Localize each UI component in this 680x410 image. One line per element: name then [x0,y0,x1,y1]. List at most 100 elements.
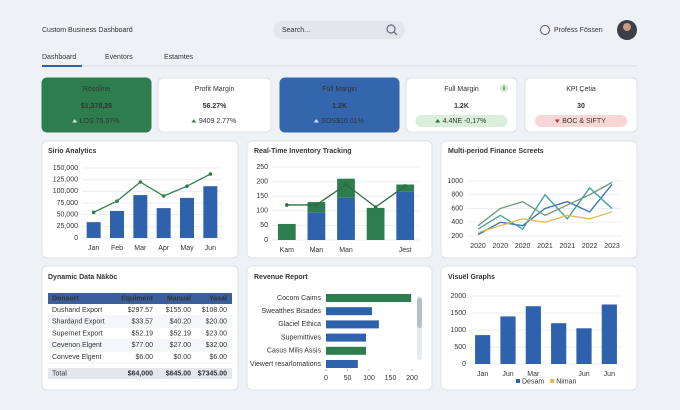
x-tick-label: 150 [385,375,397,382]
y-tick-label: 50 [260,222,268,229]
table-total: $64,000 [128,370,153,377]
line-marker [314,203,319,207]
x-tick-label: 2020 [470,243,486,250]
y-tick-label: Sweatthes Bisades [261,308,321,315]
line-marker [185,184,189,188]
legend-label: Niman [556,378,576,385]
table-header [48,293,232,304]
column-header: Manual [167,295,191,302]
user-icon[interactable] [540,25,550,35]
y-tick-label: 600 [451,205,463,212]
x-tick-label: Jest [399,247,412,254]
x-tick-label: Jun [502,371,513,378]
y-tick-label: 75,000 [57,200,79,207]
table-cell: $40.20 [170,319,192,326]
kpi-pill [415,115,508,127]
x-tick-label: Mar [134,245,147,252]
kpi-delta: 9409 2.77% [199,118,236,125]
table-cell: Shardand Export [52,319,105,326]
search-icon[interactable] [386,24,396,34]
bar [396,191,415,240]
kpi-value: 56.27% [203,103,228,110]
panel-title: Real-Time Inventory Tracking [254,148,352,155]
table-total: Total [52,370,67,377]
panel-title: Multi-period Finance Screets [448,148,544,155]
table-cell: $23.00 [206,330,228,337]
y-tick-label: 50,000 [57,212,79,219]
x-tick-label: 2023 [604,243,620,250]
table-cell: $6.00 [135,354,153,361]
trend-arrow [554,119,560,123]
page-title: Custom Business Dashboard [42,27,133,34]
table-cell: $52.19 [132,330,154,337]
trend-arrow [191,119,197,123]
kpi-card [157,77,272,133]
y-tick-label: Casus Milis Assis [267,348,322,355]
x-tick-label: Kam [280,247,295,254]
line [477,211,613,234]
table-row [48,304,232,316]
x-tick-label: Mar [527,371,540,378]
bar [180,197,194,238]
bar [86,222,101,238]
bar [576,328,592,364]
table-cell: $52.19 [170,330,192,337]
kpi-label: KPI Çetia [566,86,596,93]
kpi-delta: 4.4NE -0,17% [443,118,487,125]
x-tick-label: 50 [344,375,352,382]
table-cell: $6.00 [209,354,227,361]
x-tick-label: Man [339,247,353,254]
tab[interactable]: Estamtes [164,54,194,61]
bar [500,316,516,364]
y-tick-label: 250 [256,164,268,171]
bar [110,210,124,238]
kpi-pill [535,115,627,127]
y-tick-label: 2000 [450,293,466,300]
x-tick-label: 2021 [537,243,553,250]
bar [337,197,355,240]
table-row [48,315,232,328]
x-tick-label: Jan [88,245,99,252]
trend-arrow [72,119,78,123]
table-total: $7345.00 [198,370,227,377]
kpi-value: 1.2K [454,103,469,110]
bar [326,360,358,368]
x-tick-label: 2022 [582,243,598,250]
y-tick-label: 125,000 [53,177,78,184]
legend-label: Desam [522,378,544,385]
panel [440,140,638,259]
line [477,181,613,227]
tab[interactable]: Eventors [105,54,133,61]
line-marker [91,210,96,215]
kpi-label: Rösoline [83,86,110,93]
tab[interactable]: Dashboard [42,54,76,61]
avatar-face [623,23,631,31]
y-tick-label: 800 [451,192,463,199]
bar [277,223,296,240]
y-tick-label: Viewert resarlomations [250,361,322,368]
panel-title: Visuël Graphs [448,274,495,281]
y-tick-label: 200 [451,233,463,240]
y-tick-label: 150 [256,193,268,200]
search-box[interactable] [273,21,405,39]
bar [133,195,148,238]
kpi-delta: LOS 75.07% [80,118,120,125]
bar [366,207,385,240]
x-tick-label: 100 [363,375,375,382]
table-cell: Cevenon Elgent [52,342,102,349]
trend-arrow [435,119,441,123]
line-marker [161,194,166,198]
table-cell: Dushand Export [52,307,102,314]
line [93,173,211,213]
table-cell: $27.00 [170,342,192,349]
y-tick-label: 100,000 [53,188,78,195]
x-tick-label: Jun [578,371,589,378]
user-name: Profess Fössen [554,27,603,34]
scrollbar-thumb[interactable] [417,298,422,328]
table-cell: $77.00 [132,342,154,349]
table-row [48,339,232,352]
y-tick-label: 100 [256,208,268,215]
y-tick-label: 0 [74,235,78,242]
line [477,184,613,236]
